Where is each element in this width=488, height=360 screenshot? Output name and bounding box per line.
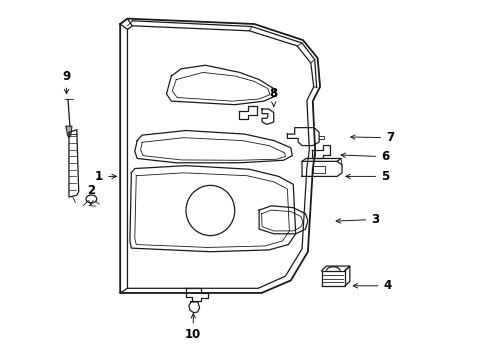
Text: 10: 10 xyxy=(185,314,201,341)
Text: 1: 1 xyxy=(95,170,116,183)
Text: 6: 6 xyxy=(340,150,388,163)
Text: 7: 7 xyxy=(350,131,393,144)
Text: 8: 8 xyxy=(269,87,277,106)
Text: 5: 5 xyxy=(345,170,388,183)
Text: 4: 4 xyxy=(352,279,391,292)
Text: 9: 9 xyxy=(62,69,70,94)
Polygon shape xyxy=(66,126,72,138)
Bar xyxy=(312,166,325,173)
Text: 2: 2 xyxy=(87,184,95,205)
Text: 3: 3 xyxy=(335,213,379,226)
